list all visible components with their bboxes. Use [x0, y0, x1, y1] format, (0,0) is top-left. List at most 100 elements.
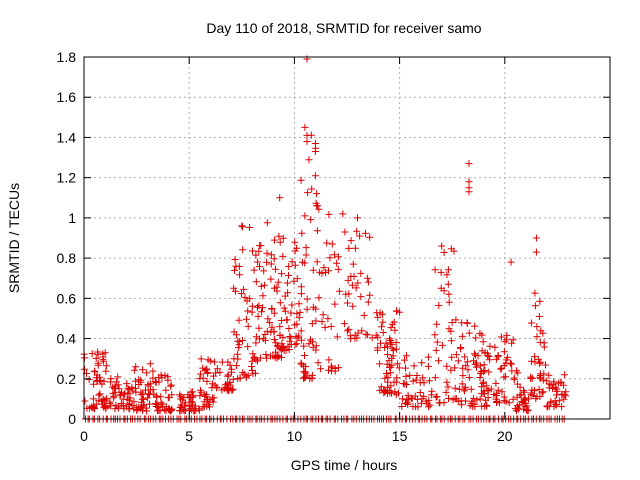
x-axis: 0 5 10 15 20 — [80, 57, 513, 444]
data-point — [166, 407, 174, 415]
data-point — [98, 397, 106, 405]
data-point — [314, 359, 322, 367]
data-point — [532, 234, 540, 242]
data-point — [297, 176, 305, 184]
data-point — [180, 394, 188, 401]
data-point — [218, 358, 226, 366]
y-axis: 0 0.2 0.4 0.6 0.8 1 1.2 1.4 1.6 1.8 — [57, 49, 610, 427]
data-point — [373, 309, 381, 317]
data-point — [472, 334, 480, 342]
data-point — [85, 376, 93, 384]
data-point — [452, 316, 460, 324]
data-point — [232, 262, 240, 270]
data-point — [298, 229, 306, 237]
data-point — [235, 316, 243, 324]
data-point — [516, 391, 524, 399]
data-point — [357, 269, 365, 277]
data-point — [344, 276, 352, 284]
data-point — [288, 301, 296, 309]
data-point — [302, 244, 310, 252]
data-point — [195, 405, 203, 413]
data-point — [334, 253, 342, 261]
data-point — [353, 227, 361, 235]
data-point — [278, 270, 286, 278]
data-point — [88, 350, 96, 358]
data-point — [114, 381, 122, 389]
data-point — [311, 148, 319, 155]
data-point — [255, 324, 263, 332]
data-point — [236, 271, 244, 279]
data-point — [433, 320, 441, 328]
data-point — [226, 381, 234, 389]
data-point — [286, 337, 294, 345]
data-point — [317, 365, 325, 373]
data-point — [465, 178, 473, 186]
data-point — [354, 279, 362, 287]
data-point — [206, 396, 214, 403]
data-point — [447, 245, 455, 253]
data-point — [364, 298, 372, 306]
data-point — [252, 278, 260, 286]
data-point — [383, 370, 390, 377]
data-point — [444, 280, 452, 288]
data-point — [276, 194, 284, 202]
data-point — [146, 380, 154, 388]
data-point — [293, 275, 301, 283]
data-point — [297, 283, 305, 291]
data-point — [476, 395, 484, 403]
data-point — [114, 373, 122, 381]
data-point — [454, 397, 462, 405]
y-tick-label: 0.2 — [57, 371, 77, 387]
data-point — [212, 369, 220, 377]
data-point — [467, 385, 475, 393]
data-point — [419, 374, 427, 382]
data-point — [259, 292, 267, 300]
data-point — [360, 311, 368, 319]
data-point — [91, 367, 99, 375]
data-point — [250, 353, 258, 361]
data-point — [278, 353, 285, 361]
data-point — [267, 251, 275, 259]
data-point — [89, 395, 97, 403]
data-point — [378, 323, 385, 331]
data-point — [185, 402, 193, 410]
data-point — [537, 327, 545, 335]
data-point — [227, 365, 235, 373]
data-point — [549, 385, 556, 392]
data-point — [478, 331, 486, 339]
data-point — [393, 374, 401, 382]
data-point — [508, 339, 516, 347]
data-point — [529, 392, 537, 400]
data-point — [464, 358, 472, 366]
data-point — [388, 344, 396, 352]
data-point — [390, 318, 398, 326]
data-point — [393, 360, 401, 368]
data-point — [188, 388, 196, 396]
data-point — [266, 319, 274, 327]
data-point — [147, 386, 154, 394]
data-point — [523, 407, 531, 415]
data-point — [199, 374, 207, 382]
data-point — [539, 388, 547, 396]
data-point — [285, 263, 293, 270]
data-point — [303, 131, 311, 139]
data-point — [443, 378, 451, 386]
data-point — [513, 407, 520, 415]
data-point — [115, 385, 123, 393]
data-point — [229, 375, 237, 383]
data-point — [497, 333, 505, 341]
data-point — [188, 406, 196, 414]
data-point — [547, 399, 555, 407]
data-point — [483, 402, 491, 410]
y-tick-label: 1.6 — [57, 89, 77, 105]
data-point — [492, 379, 500, 387]
data-point — [204, 368, 212, 376]
data-point — [459, 372, 467, 380]
data-point — [81, 365, 89, 373]
data-point — [492, 395, 500, 403]
data-point — [130, 366, 138, 374]
data-point — [516, 401, 524, 409]
data-point — [285, 271, 292, 279]
data-point — [295, 314, 303, 322]
